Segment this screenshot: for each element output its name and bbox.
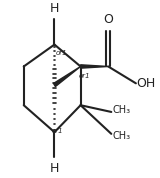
- Polygon shape: [54, 66, 81, 87]
- Polygon shape: [81, 65, 108, 68]
- Text: H: H: [50, 162, 59, 175]
- Text: CH₃: CH₃: [113, 130, 131, 141]
- Text: or1: or1: [51, 128, 63, 134]
- Text: or1: or1: [55, 50, 67, 56]
- Text: O: O: [103, 13, 113, 26]
- Text: or1: or1: [78, 73, 90, 79]
- Text: H: H: [50, 2, 59, 15]
- Text: OH: OH: [137, 77, 156, 90]
- Text: CH₃: CH₃: [113, 105, 131, 115]
